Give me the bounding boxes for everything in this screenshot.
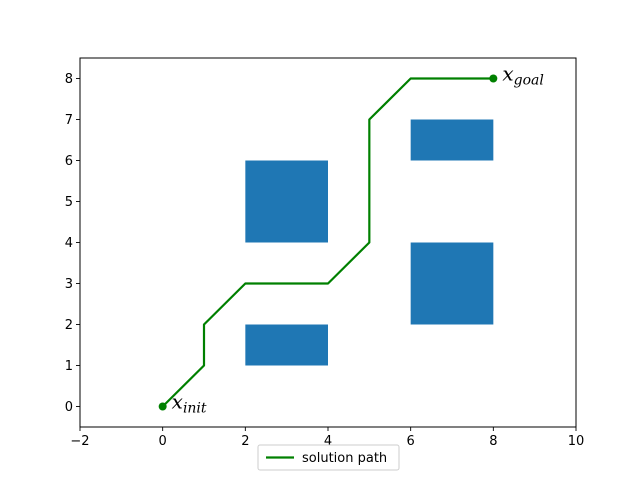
legend: solution path bbox=[257, 444, 400, 471]
y-tick-label: 7 bbox=[65, 113, 73, 128]
legend-box bbox=[257, 444, 400, 471]
y-tick-label: 2 bbox=[65, 318, 73, 333]
goal-marker bbox=[489, 74, 498, 83]
obstacle-1 bbox=[245, 324, 328, 366]
x-tick-label: 6 bbox=[407, 434, 415, 449]
x-tick-label: 8 bbox=[489, 434, 497, 449]
x-axis-ticks: −2 0 2 4 6 8 10 bbox=[70, 427, 584, 449]
start-marker bbox=[158, 402, 167, 411]
annotations: xinit xgoal bbox=[172, 62, 544, 417]
goal-label: xgoal bbox=[502, 62, 544, 89]
legend-label-solution-path: solution path bbox=[302, 451, 387, 466]
y-tick-label: 4 bbox=[65, 236, 73, 251]
x-tick-label: 2 bbox=[241, 434, 249, 449]
obstacle-2 bbox=[245, 160, 328, 243]
y-tick-label: 5 bbox=[65, 195, 73, 210]
series-layer bbox=[161, 77, 494, 408]
x-tick-label: −2 bbox=[70, 434, 89, 449]
series-line-solution-path bbox=[161, 77, 494, 408]
y-tick-label: 0 bbox=[65, 400, 73, 415]
obstacle-3 bbox=[410, 242, 494, 325]
y-axis-ticks: 0 1 2 3 4 5 6 7 8 bbox=[65, 72, 80, 415]
y-tick-label: 1 bbox=[65, 359, 73, 374]
obstacles bbox=[245, 119, 494, 366]
y-tick-label: 8 bbox=[65, 72, 73, 87]
obstacle-4 bbox=[410, 119, 494, 161]
x-tick-label: 0 bbox=[159, 434, 167, 449]
markers bbox=[158, 74, 498, 411]
y-tick-label: 6 bbox=[65, 154, 73, 169]
x-tick-label: 4 bbox=[324, 434, 332, 449]
y-tick-label: 3 bbox=[65, 277, 73, 292]
x-tick-label: 10 bbox=[568, 434, 585, 449]
init-label: xinit bbox=[172, 390, 207, 417]
